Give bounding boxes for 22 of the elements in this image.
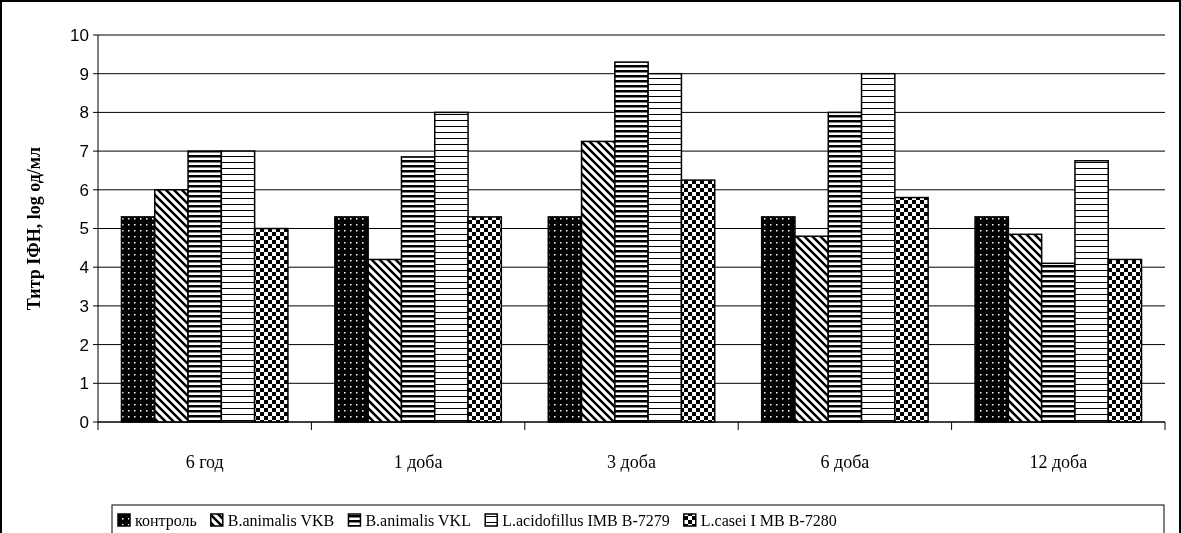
y-tick-label: 4 <box>79 258 89 278</box>
legend-label: B.animalis VKL <box>365 511 471 529</box>
x-tick-label: 1 доба <box>393 452 443 472</box>
x-tick-label: 6 год <box>185 452 224 472</box>
x-tick-label: 6 доба <box>820 452 870 472</box>
legend-label: L.casei I MB B-7280 <box>700 511 837 529</box>
y-tick-label: 10 <box>70 25 89 45</box>
legend-label: B.animalis VKB <box>227 511 335 529</box>
y-tick-label: 0 <box>79 412 89 432</box>
y-tick-label: 8 <box>79 103 89 123</box>
x-tick-label: 12 доба <box>1029 452 1088 472</box>
y-tick-label: 2 <box>79 335 89 355</box>
y-tick-label: 7 <box>79 142 89 162</box>
y-tick-label: 1 <box>79 374 89 394</box>
y-tick-label: 9 <box>79 64 89 84</box>
y-tick-label: 6 <box>79 180 89 200</box>
y-axis-title: Титр ІФН, log од/мл <box>24 146 44 311</box>
y-tick-label: 5 <box>79 219 89 239</box>
legend-label: L.acidofillus IMB B-7279 <box>502 511 670 529</box>
legend-label: контроль <box>135 511 197 530</box>
x-tick-label: 3 доба <box>607 452 656 472</box>
y-tick-label: 3 <box>79 296 89 316</box>
